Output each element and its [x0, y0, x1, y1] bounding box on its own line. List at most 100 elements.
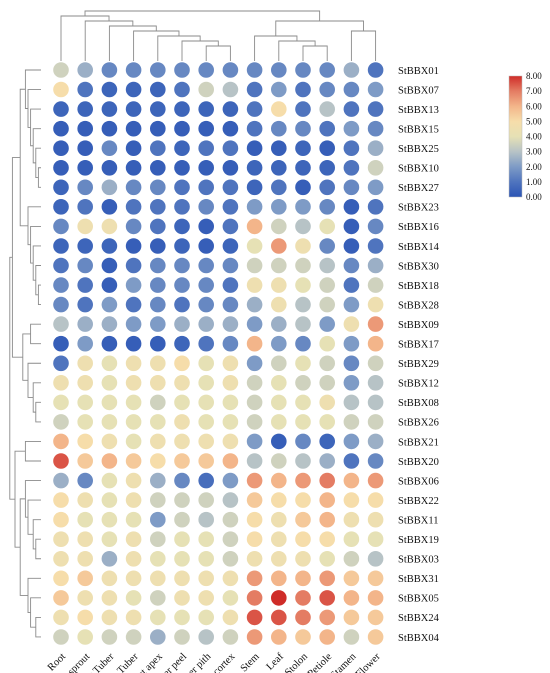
heatmap-cell	[222, 414, 239, 430]
heatmap-cell	[222, 160, 239, 176]
heatmap-cell	[295, 453, 311, 469]
heatmap-cell	[367, 101, 384, 117]
heatmap-cell	[295, 335, 311, 352]
heatmap-cell	[125, 492, 142, 508]
heatmap-cell	[125, 629, 142, 645]
heatmap-cell	[246, 257, 263, 274]
heatmap-cell	[125, 394, 142, 411]
heatmap-cell	[222, 218, 239, 235]
heatmap-cell	[319, 140, 336, 156]
dendrogram-branch	[27, 499, 41, 535]
heatmap-cell	[319, 511, 336, 528]
heatmap-cell	[295, 531, 311, 547]
heatmap-cell	[222, 433, 239, 450]
heatmap-cell	[319, 375, 336, 391]
heatmap-cell	[125, 101, 142, 117]
heatmap-cell	[343, 335, 360, 352]
heatmap-cell	[246, 453, 263, 469]
heatmap-cell	[367, 355, 384, 372]
heatmap-cell	[174, 414, 190, 430]
heatmap-cell	[222, 81, 239, 98]
dendrogram-branch	[32, 128, 41, 164]
heatmap-cell	[77, 179, 93, 196]
heatmap-cell	[53, 277, 69, 293]
dendrogram-branch	[27, 89, 41, 128]
heatmap-cell	[246, 316, 263, 332]
heatmap-cell	[295, 120, 311, 137]
heatmap-cell	[77, 609, 93, 626]
row-label: StBBX08	[398, 398, 439, 409]
heatmap-cell	[101, 629, 118, 645]
heatmap-cell	[77, 531, 93, 547]
row-label: StBBX29	[398, 359, 439, 370]
heatmap-cell	[295, 355, 311, 372]
row-label: StBBX01	[398, 66, 439, 77]
heatmap-cell	[150, 316, 166, 332]
heatmap-cell	[343, 140, 360, 156]
heatmap-cell	[174, 433, 190, 450]
heatmap-cell	[125, 160, 142, 176]
row-label: StBBX04	[398, 633, 440, 644]
heatmap-cell	[222, 238, 239, 254]
heatmap-cell	[174, 590, 190, 606]
heatmap-cell	[53, 62, 69, 78]
heatmap-cell	[174, 120, 190, 137]
heatmap-cell	[53, 394, 69, 411]
heatmap-cell	[246, 531, 263, 547]
heatmap-cell	[77, 120, 93, 137]
row-label: StBBX27	[398, 183, 439, 194]
heatmap-cell	[367, 277, 384, 293]
heatmap-cell	[246, 335, 263, 352]
heatmap-cell	[77, 472, 93, 489]
heatmap-cell	[271, 160, 287, 176]
heatmap-cell	[198, 492, 214, 508]
row-label: StBBX07	[398, 85, 439, 96]
heatmap-cell	[125, 414, 142, 430]
heatmap-cell	[53, 551, 69, 567]
row-label: StBBX21	[398, 437, 439, 448]
heatmap-cell	[343, 179, 360, 196]
heatmap-cell	[319, 238, 336, 254]
heatmap-cell	[271, 433, 287, 450]
heatmap-cell	[319, 101, 336, 117]
heatmap-cell	[222, 492, 239, 508]
heatmap-cell	[271, 335, 287, 352]
heatmap-cell	[125, 277, 142, 293]
heatmap-cell	[150, 590, 166, 606]
heatmap-cell	[198, 101, 214, 117]
heatmap-cell	[319, 62, 336, 78]
dendrogram-branch	[24, 441, 41, 462]
heatmap-cell	[53, 179, 69, 196]
row-label: StBBX18	[398, 281, 439, 292]
heatmap-cell	[101, 335, 118, 352]
heatmap-cell	[319, 218, 336, 235]
row-label: StBBX19	[398, 535, 439, 546]
heatmap-cell	[53, 238, 69, 254]
column-label: Stamen	[328, 651, 359, 673]
color-scale-tick-label: 7.00	[526, 86, 542, 96]
heatmap-cell	[101, 375, 118, 391]
heatmap-cell	[101, 238, 118, 254]
color-scale-tick-label: 0.00	[526, 192, 542, 202]
row-label: StBBX03	[398, 555, 439, 566]
dendrogram-branch	[350, 30, 377, 61]
heatmap-cell	[150, 140, 166, 156]
color-scale-tick-label: 2.00	[526, 162, 542, 172]
heatmap-cell	[367, 472, 384, 489]
heatmap-cell	[150, 355, 166, 372]
heatmap-cell	[101, 511, 118, 528]
heatmap-cell	[101, 531, 118, 547]
heatmap-cell	[150, 238, 166, 254]
heatmap-cell	[101, 433, 118, 450]
heatmap-cell	[77, 101, 93, 117]
heatmap-cell	[271, 590, 287, 606]
heatmap-cell	[174, 355, 190, 372]
heatmap-cell	[246, 375, 263, 391]
heatmap-cell	[101, 296, 118, 313]
heatmap-cell	[77, 257, 93, 274]
heatmap-cell	[343, 238, 360, 254]
dendrogram-branch	[35, 538, 41, 560]
heatmap-cell	[222, 335, 239, 352]
heatmap-cell	[367, 394, 384, 411]
heatmap-cell	[174, 81, 190, 98]
